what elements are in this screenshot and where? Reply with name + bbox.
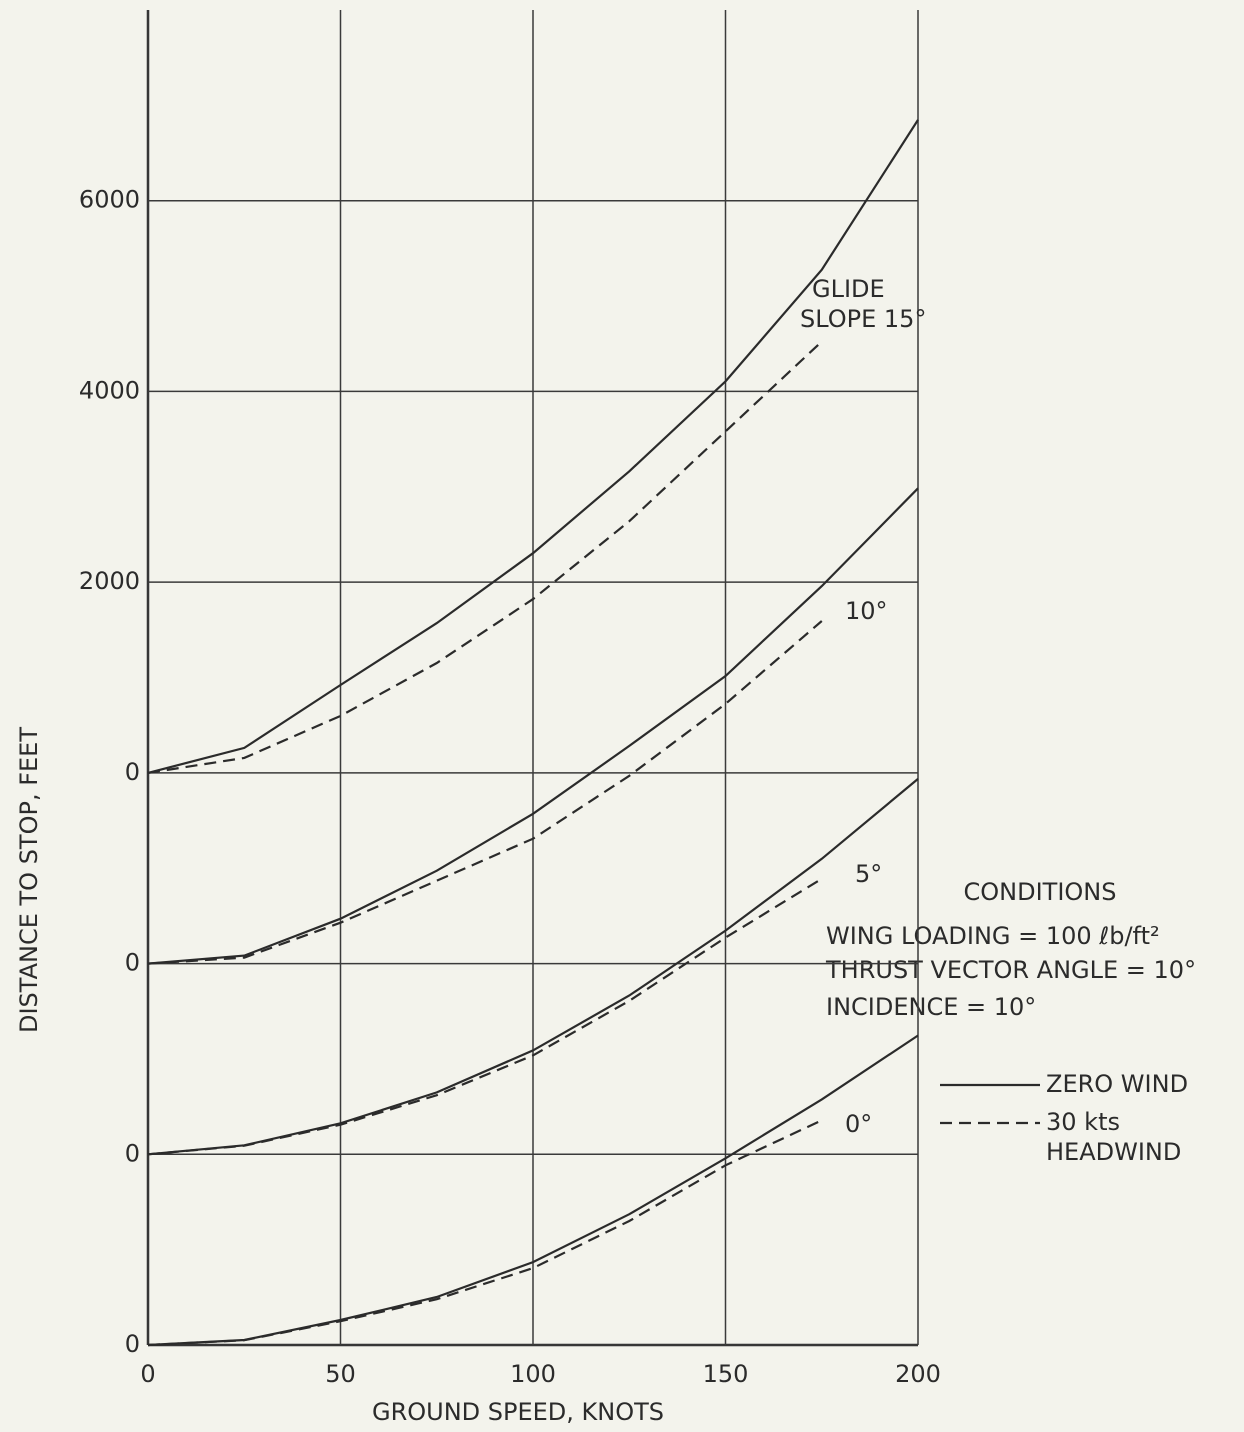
x-tick-label: 150 — [703, 1360, 749, 1388]
x-tick-label: 100 — [510, 1360, 556, 1388]
x-tick-label: 200 — [895, 1360, 941, 1388]
condition: WING LOADING = 100 ℓb/ft² — [826, 922, 1160, 950]
zero-wind-line — [147, 778, 919, 1156]
curve-label: 10° — [845, 597, 888, 625]
curve-label: GLIDE SLOPE 15° — [800, 275, 926, 333]
x-tick-label: 50 — [325, 1360, 356, 1388]
y-tick-label: 0 — [125, 1330, 140, 1358]
y-tick-label: 4000 — [79, 376, 140, 404]
legend-label: 30 kts HEADWIND — [1046, 1108, 1181, 1166]
headwind-line — [147, 877, 823, 1156]
zero-wind-line — [147, 119, 919, 774]
headwind-line — [147, 340, 823, 774]
y-axis-label: DISTANCE TO STOP, FEET — [15, 727, 43, 1033]
y-tick-label: 0 — [125, 949, 140, 977]
legend-label: ZERO WIND — [1046, 1070, 1188, 1098]
x-tick-label: 0 — [140, 1360, 155, 1388]
y-tick-label: 0 — [125, 1139, 140, 1167]
headwind-line — [147, 1119, 823, 1347]
curve-label: 5° — [855, 860, 882, 888]
conditions-title: CONDITIONS — [964, 878, 1117, 906]
y-tick-label: 6000 — [79, 186, 140, 214]
y-tick-label: 2000 — [79, 567, 140, 595]
y-tick-label: 0 — [125, 758, 140, 786]
condition: INCIDENCE = 10° — [826, 993, 1036, 1021]
zero-wind-line — [147, 487, 919, 965]
zero-wind-line — [147, 1034, 919, 1347]
curve-label: 0° — [845, 1110, 872, 1138]
x-axis-label: GROUND SPEED, KNOTS — [372, 1398, 664, 1426]
condition: THRUST VECTOR ANGLE = 10° — [825, 956, 1196, 984]
